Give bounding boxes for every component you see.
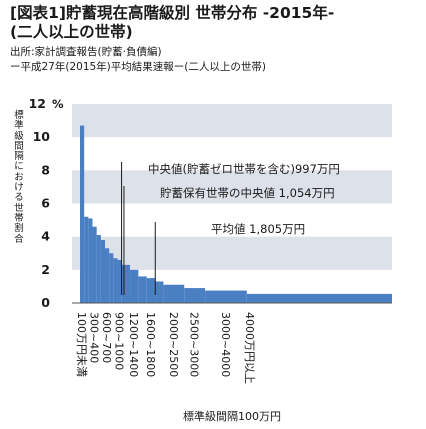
x-tick-label: 100万円未満	[75, 312, 88, 377]
chart-title: [図表1]貯蓄現在高階級別 世帯分布 -2015年-	[10, 4, 335, 22]
bar	[146, 278, 156, 303]
annotation-label: 平均値 1,805万円	[211, 222, 305, 236]
chart-title-line2: (二人以上の世帯)	[10, 23, 133, 41]
bar	[113, 258, 118, 303]
bar	[155, 281, 164, 303]
grid-band	[72, 236, 392, 270]
y-tick-label: 2	[41, 262, 50, 277]
y-tick-label: 12	[29, 96, 46, 111]
bar	[96, 235, 101, 303]
x-tick-label: 1200~1400	[127, 312, 140, 377]
bar	[109, 253, 114, 303]
y-tick-label: 8	[41, 162, 50, 177]
source-note: 出所:家計調査報告(貯蓄·負債編)	[10, 46, 162, 58]
x-tick-label: 600~700	[100, 312, 113, 363]
x-tick-label: 4000万円以上	[243, 312, 256, 384]
bar	[80, 125, 85, 303]
x-tick-label: 2000~2500	[167, 312, 180, 377]
bar	[205, 290, 247, 303]
bar	[184, 288, 206, 303]
bar	[117, 259, 122, 303]
x-tick-label: 900~1000	[113, 312, 126, 370]
y-tick-label: 4	[41, 229, 50, 244]
x-tick-label: 2500~3000	[188, 312, 201, 377]
y-axis-label: 標準級間隔における世帯割合	[14, 110, 24, 245]
bar	[246, 293, 392, 303]
bar	[88, 218, 93, 303]
y-tick-label: 6	[41, 196, 50, 211]
bar	[92, 226, 97, 303]
bar	[163, 284, 185, 303]
x-axis-label: 標準級間隔100万円	[183, 409, 281, 423]
y-tick-label: 0	[41, 295, 50, 310]
bar	[100, 239, 106, 303]
x-tick-label: 1600~1800	[144, 312, 157, 377]
x-tick-label: 300~400	[88, 312, 101, 363]
bar	[130, 269, 139, 303]
grid-band	[72, 104, 392, 138]
annotation-label: 中央値(貯蓄ゼロ世帯を含む)997万円	[148, 162, 340, 176]
bar	[84, 216, 89, 303]
bar	[121, 264, 131, 303]
grid-band	[72, 170, 392, 204]
x-tick-label: 3000~4000	[219, 312, 232, 377]
annotation-label: 貯蓄保有世帯の中央値 1,054万円	[160, 186, 335, 200]
y-unit-label: %	[52, 97, 64, 111]
survey-note: ー平成27年(2015年)平均結果速報ー(二人以上の世帯)	[10, 61, 266, 73]
y-tick-label: 10	[33, 129, 51, 144]
bar	[105, 248, 110, 303]
bar	[138, 276, 147, 303]
